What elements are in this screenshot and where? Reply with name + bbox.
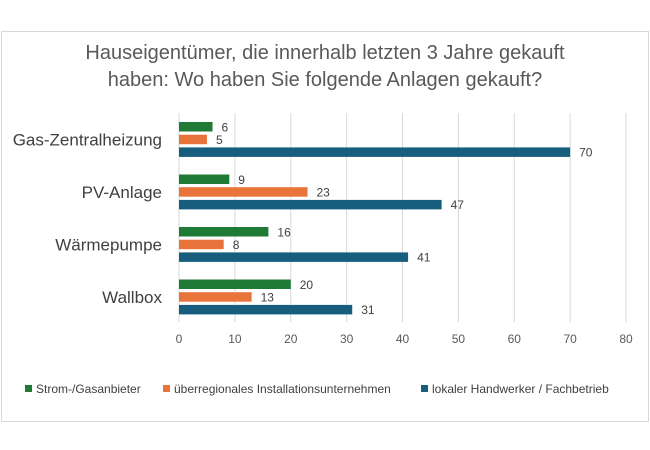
x-tick-label-20: 20: [284, 332, 298, 346]
chart-frame: [1, 31, 649, 422]
x-tick-label-60: 60: [508, 332, 522, 346]
data-label-2-4: 13: [261, 290, 275, 304]
legend-swatch-2: [163, 385, 170, 392]
bar-3-3: [179, 252, 409, 262]
x-tick-label-80: 80: [619, 332, 633, 346]
bar-2-3: [179, 239, 224, 250]
data-label-1-3: 16: [277, 225, 291, 239]
x-tick-label-50: 50: [452, 332, 466, 346]
category-label: Gas-Zentralheizung: [13, 130, 162, 149]
bar-2-4: [179, 292, 252, 302]
data-label-2-1: 5: [216, 133, 223, 147]
chart-title-line-2: haben: Wo haben Sie folgende Anlagen gek…: [108, 69, 542, 91]
legend-label-2: überregionales Installationsunternehmen: [174, 382, 391, 396]
x-tick-label-40: 40: [396, 332, 410, 346]
chart-title-line-1: Hauseigentümer, die innerhalb letzten 3 …: [85, 42, 565, 64]
labels: 0 10 20 30 40 50 60 70 80 Gas-Zentralheizung PV-An…: [13, 120, 633, 346]
bar-1-4: [179, 279, 291, 289]
data-label-1-1: 6: [222, 120, 229, 134]
bars: [179, 122, 571, 315]
x-tick-label-10: 10: [228, 332, 242, 346]
legend-label-3: lokaler Handwerker / Fachbetrieb: [432, 382, 609, 396]
legend: Strom-/Gasanbieter überregionales Install…: [25, 382, 609, 396]
data-label-2-2: 23: [317, 185, 331, 199]
x-tick-label-30: 30: [340, 332, 354, 346]
category-label: Wallbox: [102, 288, 162, 307]
x-tick-label-70: 70: [563, 332, 577, 346]
bar-1-2: [179, 174, 230, 184]
data-label-3-4: 31: [361, 303, 375, 317]
data-label-2-3: 8: [233, 238, 240, 252]
legend-label-1: Strom-/Gasanbieter: [36, 382, 141, 396]
legend-swatch-3: [421, 385, 428, 392]
bar-3-1: [179, 147, 571, 157]
data-label-3-3: 41: [417, 251, 431, 265]
bar-3-2: [179, 199, 442, 210]
legend-swatch-1: [25, 385, 32, 392]
category-label: PV-Anlage: [82, 183, 162, 202]
bar-1-3: [179, 227, 269, 237]
bar-2-1: [179, 134, 207, 145]
category-label: Wärmepumpe: [55, 235, 162, 254]
bar-1-1: [179, 122, 213, 132]
data-label-1-2: 9: [238, 173, 245, 187]
data-label-1-4: 20: [300, 278, 314, 292]
x-tick-label-0: 0: [176, 332, 183, 346]
data-label-3-1: 70: [579, 146, 593, 160]
gridlines: [178, 113, 627, 322]
bar-2-2: [179, 187, 308, 197]
bar-3-4: [179, 304, 353, 315]
data-label-3-2: 47: [451, 198, 465, 212]
